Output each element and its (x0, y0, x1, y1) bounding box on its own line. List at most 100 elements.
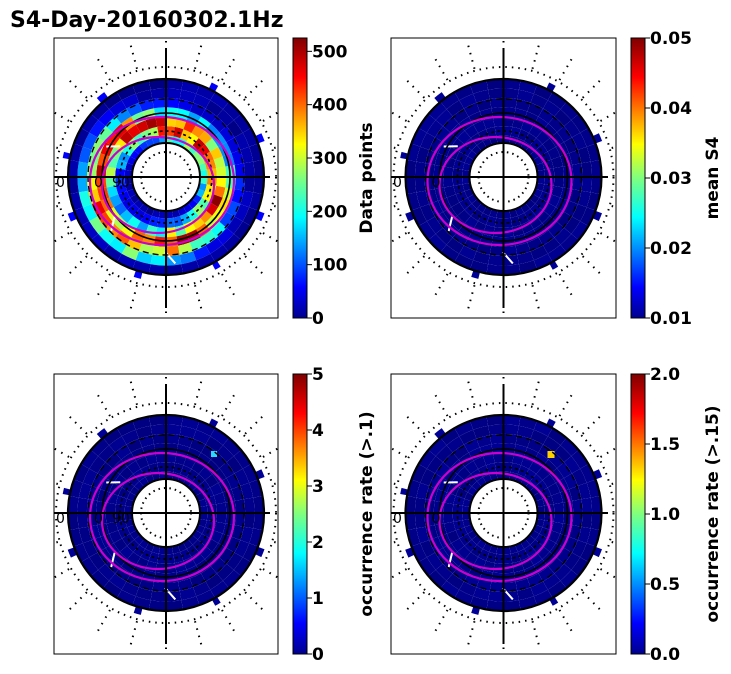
heatmap-bin (152, 97, 166, 109)
radial-dotted-tick (54, 111, 70, 122)
heatmap-bin (112, 215, 128, 231)
heatmap-bin (538, 230, 555, 246)
radial-dotted-tick (95, 391, 111, 417)
colorbar: 0.01 0.02 0.03 0.04 0.05 mean S4 (630, 29, 723, 329)
heatmap-bin (564, 216, 581, 234)
heatmap-bin (117, 84, 136, 101)
heatmap-bin (551, 156, 563, 169)
heatmap-bin (166, 116, 177, 127)
colorbar-tick-label: 5 (312, 365, 324, 385)
heatmap-bin (242, 464, 259, 483)
heatmap-bin (216, 563, 234, 581)
heatmap-bin (435, 227, 453, 245)
heatmap-bin (243, 497, 255, 513)
heatmap-bin (446, 194, 460, 208)
map-area (391, 38, 616, 317)
heatmap-bin (213, 492, 226, 505)
radial-dotted-tick (66, 255, 88, 277)
edge-bin (96, 92, 109, 104)
radial-dotted-tick (194, 284, 204, 313)
heatmap-bin (524, 133, 537, 146)
heatmap-bin (119, 545, 134, 560)
heatmap-bin (564, 456, 581, 474)
heatmap-bin (577, 146, 591, 164)
heatmap-bin (563, 137, 578, 154)
radial-dotted-tick (599, 110, 616, 122)
heatmap-bin (428, 101, 447, 121)
heatmap-bin (204, 551, 220, 567)
radial-dotted-tick (599, 232, 616, 244)
colorbar-tick-label: 0.05 (650, 29, 692, 49)
heatmap-bin (200, 108, 217, 124)
radial-dotted-tick (262, 568, 278, 579)
heatmap-bin (452, 108, 469, 124)
heatmap-bin (226, 216, 243, 234)
heatmap-bin (243, 161, 255, 177)
heatmap-bin (528, 216, 543, 230)
heatmap-bin (503, 245, 518, 257)
heatmap-bin (571, 450, 589, 469)
colorbar: 0.0 0.5 1.0 1.5 2.0 occurrence rate (>.15) (630, 365, 723, 665)
heatmap-bin (149, 415, 166, 426)
heatmap-bin (420, 468, 435, 486)
heatmap-bin (196, 84, 215, 101)
colorbar-label: Data points (357, 122, 377, 233)
heatmap-bin (77, 497, 89, 513)
heatmap-bin (530, 429, 548, 445)
figure-title: S4-Day-20160302.1Hz (10, 8, 284, 33)
heatmap-bin (191, 460, 205, 474)
contour-inner (100, 135, 216, 235)
heatmap-bin (91, 137, 106, 154)
heatmap-bin (590, 177, 602, 194)
heatmap-bin (109, 573, 127, 590)
heatmap-bin (548, 557, 565, 574)
heatmap-bin (78, 190, 92, 208)
heatmap-bin (503, 600, 521, 611)
heatmap-bin (119, 209, 134, 224)
heatmap-bin (109, 530, 122, 544)
heatmap-bin (253, 177, 264, 194)
heatmap-bin (133, 544, 146, 557)
radial-dotted-tick (221, 273, 237, 299)
heatmap-bin (420, 204, 435, 222)
heatmap-bin (166, 452, 177, 463)
radial-dotted-tick (581, 591, 604, 613)
heatmap-bin (515, 242, 531, 255)
map-area (54, 374, 278, 653)
heatmap-bin (414, 513, 426, 529)
heatmap-bin (149, 600, 166, 611)
map-label: 0 (393, 175, 402, 191)
heatmap-bin (243, 513, 255, 529)
heatmap-bin (464, 460, 479, 474)
radial-dotted-tick (558, 55, 575, 81)
heatmap-bin (155, 116, 166, 127)
heatmap-bin (205, 436, 223, 453)
map-label: 90 (112, 175, 130, 191)
radial-dotted-tick (194, 620, 204, 649)
heatmap-bin (89, 216, 106, 234)
heatmap-bin (556, 547, 572, 564)
heatmap-bin (81, 557, 99, 576)
heatmap-bin (470, 208, 483, 221)
heatmap-bin (473, 120, 487, 133)
heatmap-bin (517, 212, 529, 225)
contour-inner (100, 471, 216, 571)
heatmap-bin (564, 552, 581, 570)
heatmap-bin (418, 450, 436, 469)
radial-dotted-tick (194, 377, 204, 406)
radial-dotted-tick (54, 568, 70, 579)
heatmap-bin (127, 216, 141, 230)
heatmap-bin (527, 573, 544, 588)
heatmap-bin (473, 456, 487, 469)
heatmap-bin (530, 581, 548, 597)
heatmap-bin (560, 101, 579, 121)
heatmap-bin (581, 161, 593, 177)
heatmap-bin (572, 468, 587, 486)
heatmap-bin (493, 452, 504, 463)
heatmap-bin (405, 160, 417, 177)
heatmap-bin (68, 177, 79, 194)
heatmap-bin (135, 587, 153, 601)
heatmap-bin (418, 114, 436, 133)
heatmap-bin (443, 502, 454, 513)
radial-dotted-tick (128, 620, 138, 649)
